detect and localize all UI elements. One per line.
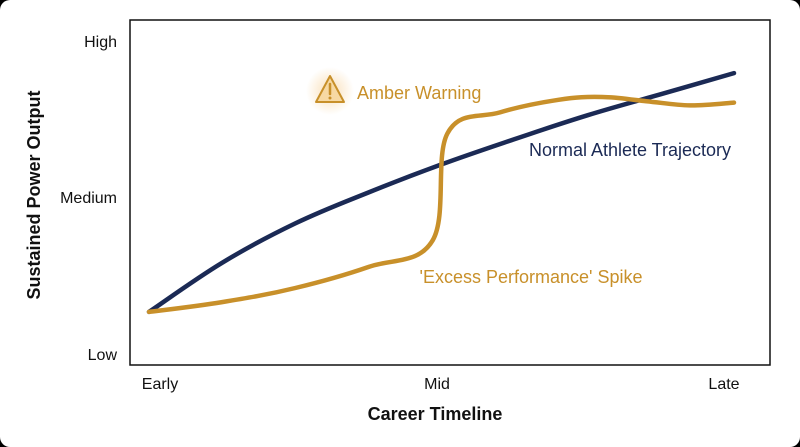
y-tick-low: Low (88, 347, 118, 364)
amber-warning-annotation: Amber Warning (306, 67, 481, 115)
warning-triangle-icon (315, 75, 345, 103)
series-line-excess-performance (146, 94, 737, 315)
x-tick-mid: Mid (424, 376, 450, 393)
series-label-excess: 'Excess Performance' Spike (420, 267, 643, 287)
plot-frame (129, 19, 771, 366)
y-axis-title: Sustained Power Output (24, 90, 44, 299)
series-label-normal: Normal Athlete Trajectory (529, 140, 731, 160)
y-tick-high: High (84, 34, 117, 51)
y-tick-medium: Medium (60, 190, 117, 207)
x-axis-title: Career Timeline (368, 404, 503, 424)
amber-warning-label: Amber Warning (357, 83, 481, 103)
x-tick-early: Early (142, 376, 178, 393)
x-tick-late: Late (708, 376, 739, 393)
